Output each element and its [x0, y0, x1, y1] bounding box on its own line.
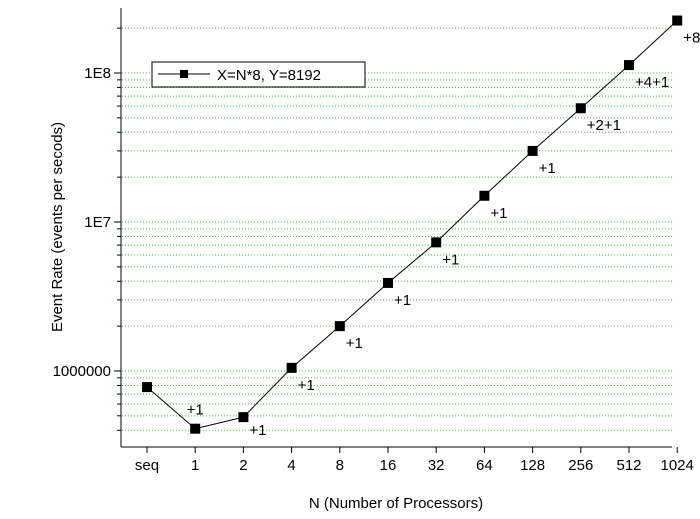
x-tick-label-5: 16 [380, 457, 397, 474]
x-tick-label-8: 128 [520, 457, 545, 474]
series [142, 15, 683, 434]
x-tick-label-1: 1 [191, 457, 199, 474]
x-axis-title: N (Number of Processors) [309, 495, 483, 512]
data-point-16 [383, 277, 393, 288]
annotation-16: +1 [394, 292, 411, 309]
series-line-0 [146, 20, 678, 430]
annotation-1024: +8+1 [683, 30, 700, 47]
y-tick-label-2: 1E8 [84, 65, 111, 82]
annotation-8: +1 [346, 335, 363, 352]
data-point-512 [624, 60, 634, 71]
x-tick-label-0: seq [135, 457, 159, 474]
x-tick-label-10: 512 [616, 457, 641, 474]
y-tick-label-0: 1000000 [53, 363, 111, 380]
data-point-8 [334, 321, 345, 332]
annotation-128: +1 [539, 160, 556, 177]
data-point-256 [575, 103, 586, 114]
x-tick-label-2: 2 [239, 457, 247, 474]
y-tick-label-1: 1E7 [84, 214, 111, 231]
annotation-32: +1 [442, 251, 459, 268]
data-point-2 [238, 412, 249, 423]
data-point-1 [190, 423, 201, 434]
data-point-1024 [672, 15, 683, 26]
x-tick-label-4: 8 [336, 457, 344, 474]
legend-label: X=N*8, Y=8192 [217, 67, 321, 84]
annotation-256: +2+1 [587, 117, 621, 134]
data-point-64 [479, 190, 490, 201]
y-axis-title: Event Rate (events per secods) [49, 122, 66, 332]
annotation-512: +4+1 [635, 74, 669, 91]
x-tick-label-6: 32 [428, 457, 445, 474]
y-ticks: 1000000 1E7 1E8 [53, 27, 121, 431]
legend-marker [180, 70, 188, 78]
axes [120, 8, 672, 448]
data-point-128 [527, 145, 538, 156]
grid-lines [122, 27, 672, 431]
data-point-4 [286, 362, 297, 373]
annotations: +1 +1 +1 +1 +1 +1 +1 +1 +2+1 +4+1 +8+1 [187, 30, 700, 440]
legend: X=N*8, Y=8192 [151, 61, 366, 88]
x-tick-label-7: 64 [476, 457, 493, 474]
annotation-4: +1 [298, 377, 315, 394]
x-tick-label-11: 1024 [661, 457, 694, 474]
x-tick-label-3: 4 [287, 457, 295, 474]
annotation-2: +1 [249, 422, 266, 439]
annotation-64: +1 [490, 205, 507, 222]
annotation-1: +1 [187, 402, 204, 419]
x-ticks: seq 1 2 4 8 16 32 64 128 256 512 1024 [135, 447, 694, 474]
data-point-seq [142, 382, 152, 393]
data-point-32 [431, 237, 442, 248]
x-tick-label-9: 256 [568, 457, 593, 474]
